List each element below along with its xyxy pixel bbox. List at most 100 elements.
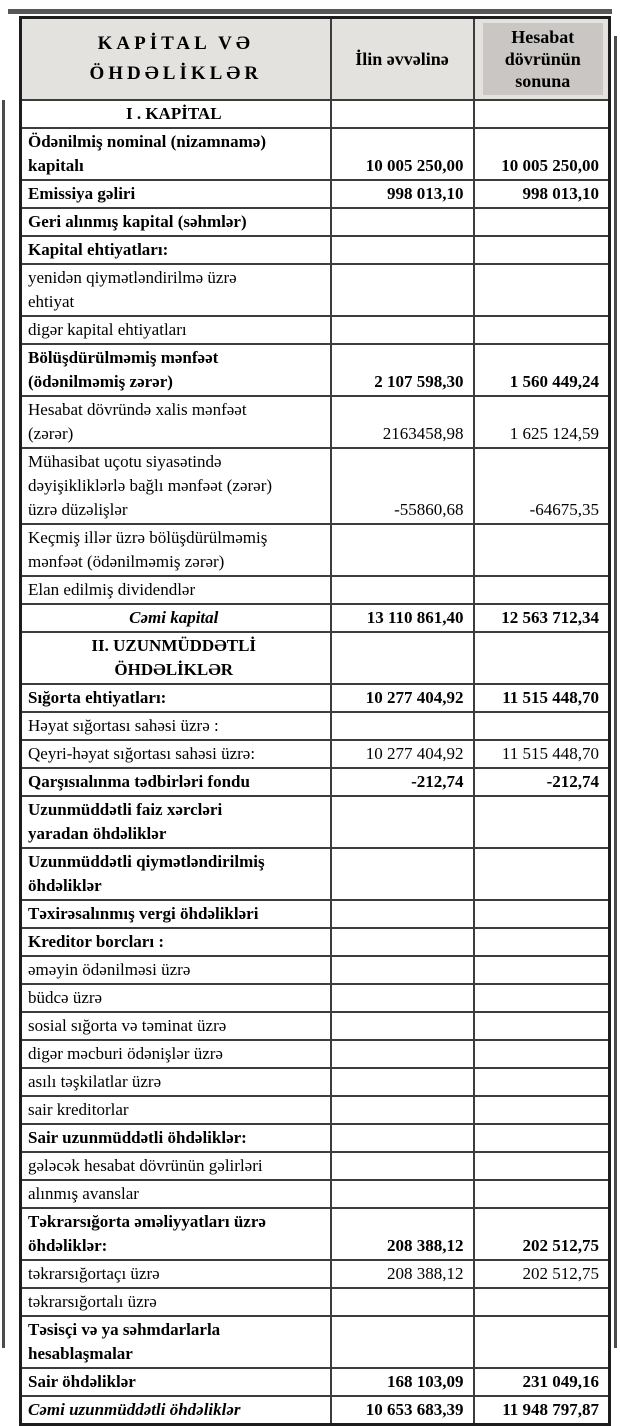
row-label: Cəmi kapital [19,603,332,633]
row-label: Keçmiş illər üzrə bölüşdürülməmiş mənfəə… [19,523,332,577]
value-start-of-year [329,263,475,317]
row-label: Sair uzunmüddətli öhdəliklər: [19,1123,332,1153]
value-start-of-year [329,631,475,685]
table-row: I . KAPİTAL [19,99,611,129]
value-start-of-year [329,1039,475,1069]
value-start-of-year [329,899,475,929]
row-label: gələcək hesabat dövrünün gəlirləri [19,1151,332,1181]
value-end-of-period [472,1123,611,1153]
value-start-of-year: -212,74 [329,767,475,797]
row-label: təkrarsığortalı üzrə [19,1287,332,1317]
table-row: Mühasibat uçotu siyasətində dəyişikliklə… [19,447,611,525]
table-row: digər kapital ehtiyatları [19,315,611,345]
table-row: Cəmi kapital 13 110 861,40 12 563 712,34 [19,603,611,633]
value-end-of-period: 11 948 797,87 [472,1395,611,1426]
row-label: Təxirəsalınmış vergi öhdəlikləri [19,899,332,929]
table-row: Həyat sığortası sahəsi üzrə : [19,711,611,741]
row-label: Uzunmüddətli faiz xərcləri yaradan öhdəl… [19,795,332,849]
value-end-of-period [472,207,611,237]
value-end-of-period: 10 005 250,00 [472,127,611,181]
row-label: Elan edilmiş dividendlər [19,575,332,605]
value-start-of-year [329,983,475,1013]
value-start-of-year: 998 013,10 [329,179,475,209]
row-label: Həyat sığortası sahəsi üzrə : [19,711,332,741]
value-start-of-year [329,847,475,901]
table-row: Sığorta ehtiyatları: 10 277 404,92 11 51… [19,683,611,713]
value-end-of-period [472,263,611,317]
column-header-end-of-period: Hesabat dövrünün sonuna [472,16,611,101]
table-row: Sair uzunmüddətli öhdəliklər: [19,1123,611,1153]
value-end-of-period: -212,74 [472,767,611,797]
value-start-of-year: 10 005 250,00 [329,127,475,181]
row-label: Uzunmüddətli qiymətləndirilmiş öhdəliklə… [19,847,332,901]
table-row: Təkrarsığorta əməliyyatları üzrə öhdəlik… [19,1207,611,1261]
value-end-of-period [472,1179,611,1209]
value-start-of-year [329,927,475,957]
table-row: Uzunmüddətli faiz xərcləri yaradan öhdəl… [19,795,611,849]
table-row: II. UZUNMÜDDƏTLİ ÖHDƏLİKLƏR [19,631,611,685]
table-row: asılı təşkilatlar üzrə [19,1067,611,1097]
row-label: Hesabat dövründə xalis mənfəət (zərər) [19,395,332,449]
page-edge-left [2,100,5,1348]
table-row: Sair öhdəliklər 168 103,09 231 049,16 [19,1367,611,1397]
row-label: Qarşısıalınma tədbirləri fondu [19,767,332,797]
table-body: I . KAPİTAL Ödənilmiş nominal (nizamnamə… [19,99,611,1426]
value-end-of-period: 11 515 448,70 [472,739,611,769]
value-start-of-year [329,1067,475,1097]
table-row: Ödənilmiş nominal (nizamnamə) kapitalı 1… [19,127,611,181]
value-start-of-year: 208 388,12 [329,1259,475,1289]
value-start-of-year [329,795,475,849]
value-end-of-period [472,927,611,957]
table-row: yenidən qiymətləndirilmə üzrə ehtiyat [19,263,611,317]
row-label: Sair öhdəliklər [19,1367,332,1397]
value-start-of-year: 10 277 404,92 [329,683,475,713]
value-end-of-period: 1 560 449,24 [472,343,611,397]
column-header-label-highlighted: Hesabat dövrünün sonuna [482,23,603,95]
row-label: alınmış avanslar [19,1179,332,1209]
table-row: təkrarsığortalı üzrə [19,1287,611,1317]
value-end-of-period [472,1067,611,1097]
column-header-label: İlin əvvəlinə [355,49,449,69]
row-label: büdcə üzrə [19,983,332,1013]
value-start-of-year: 13 110 861,40 [329,603,475,633]
column-header-start-of-year: İlin əvvəlinə [329,16,475,101]
value-end-of-period [472,235,611,265]
value-end-of-period [472,99,611,129]
table-row: Elan edilmiş dividendlər [19,575,611,605]
value-end-of-period: -64675,35 [472,447,611,525]
value-start-of-year [329,207,475,237]
value-start-of-year [329,1315,475,1369]
table-row: Cəmi uzunmüddətli öhdəliklər 10 653 683,… [19,1395,611,1426]
value-start-of-year [329,315,475,345]
row-label: təkrarsığortaçı üzrə [19,1259,332,1289]
value-start-of-year: -55860,68 [329,447,475,525]
header-row: KAPİTAL VƏ ÖHDƏLİKLƏR İlin əvvəlinə Hesa… [19,16,611,101]
table-row: Bölüşdürülməmiş mənfəət (ödənilməmiş zər… [19,343,611,397]
value-end-of-period [472,1287,611,1317]
value-start-of-year: 10 277 404,92 [329,739,475,769]
table-row: Təsisçi və ya səhmdarlarla hesablaşmalar [19,1315,611,1369]
table-row: Kreditor borcları : [19,927,611,957]
value-end-of-period [472,955,611,985]
value-start-of-year [329,99,475,129]
row-label: Geri alınmış kapital (səhmlər) [19,207,332,237]
value-end-of-period [472,1011,611,1041]
scan-top-edge [8,9,612,14]
row-label: Kreditor borcları : [19,927,332,957]
value-start-of-year [329,523,475,577]
row-label: Mühasibat uçotu siyasətində dəyişikliklə… [19,447,332,525]
value-start-of-year: 208 388,12 [329,1207,475,1261]
row-label: II. UZUNMÜDDƏTLİ ÖHDƏLİKLƏR [19,631,332,685]
document-page: KAPİTAL VƏ ÖHDƏLİKLƏR İlin əvvəlinə Hesa… [2,9,617,1426]
row-label: Ödənilmiş nominal (nizamnamə) kapitalı [19,127,332,181]
table-row: Kapital ehtiyatları: [19,235,611,265]
row-label: Cəmi uzunmüddətli öhdəliklər [19,1395,332,1426]
value-start-of-year [329,711,475,741]
row-label: əməyin ödənilməsi üzrə [19,955,332,985]
table-row: təkrarsığortaçı üzrə 208 388,12 202 512,… [19,1259,611,1289]
row-label: yenidən qiymətləndirilmə üzrə ehtiyat [19,263,332,317]
table-row: büdcə üzrə [19,983,611,1013]
row-label: Bölüşdürülməmiş mənfəət (ödənilməmiş zər… [19,343,332,397]
value-start-of-year: 10 653 683,39 [329,1395,475,1426]
row-label: Qeyri-həyat sığortası sahəsi üzrə: [19,739,332,769]
